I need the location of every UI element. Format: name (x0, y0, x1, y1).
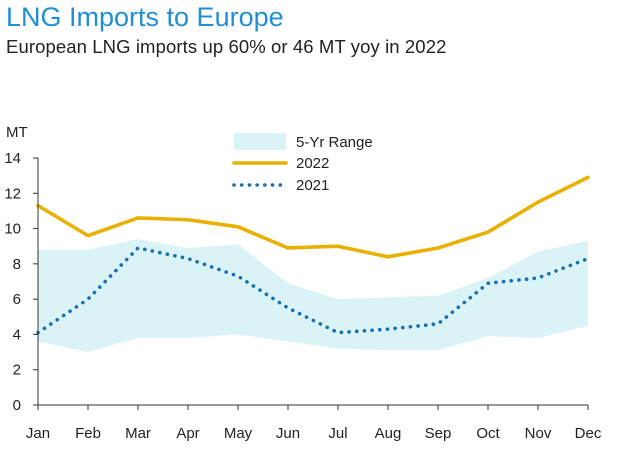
x-tick-label: Apr (176, 425, 199, 442)
x-tick-label: Jul (328, 425, 347, 442)
x-tick-label: Feb (75, 425, 101, 442)
chart-title: LNG Imports to Europe (6, 2, 284, 32)
series-line-2021 (36, 246, 590, 335)
x-tick-label: Mar (125, 425, 151, 442)
series-layer (36, 175, 590, 335)
x-tick-label: Nov (525, 425, 552, 442)
series-line-2022 (36, 175, 590, 259)
axes-layer: 0 2 4 6 8 10 12 14 MT Jan Feb Mar Apr May Jun Jul Aug Sep… (4, 124, 602, 442)
y-tick-label: 8 (13, 256, 21, 273)
y-tick-label: 0 (13, 397, 21, 414)
range-layer (38, 239, 588, 353)
legend-label-5yr-range: 5-Yr Range (296, 134, 373, 151)
x-tick-label: Sep (425, 425, 452, 442)
y-axis-unit-label: MT (6, 124, 28, 141)
legend-label-2022: 2022 (296, 155, 329, 172)
x-tick-label: Aug (375, 425, 402, 442)
y-tick-label: 4 (13, 326, 21, 343)
y-tick-label: 6 (13, 291, 21, 308)
y-tick-label: 10 (4, 221, 21, 238)
legend-label-2021: 2021 (296, 177, 329, 194)
legend-swatch-5yr-range (234, 133, 286, 150)
chart-subtitle: European LNG imports up 60% or 46 MT yoy… (6, 36, 447, 57)
x-tick-label: Jun (276, 425, 300, 442)
y-tick-label: 12 (4, 185, 21, 202)
x-tick-label: May (224, 425, 253, 442)
x-tick-label: Oct (476, 425, 500, 442)
y-tick-label: 14 (4, 150, 21, 167)
x-tick-label: Jan (26, 425, 50, 442)
legend: 5-Yr Range 2022 2021 (232, 133, 373, 194)
x-tick-label: Dec (575, 425, 602, 442)
y-tick-label: 2 (13, 362, 21, 379)
five-year-range-band (38, 239, 588, 353)
